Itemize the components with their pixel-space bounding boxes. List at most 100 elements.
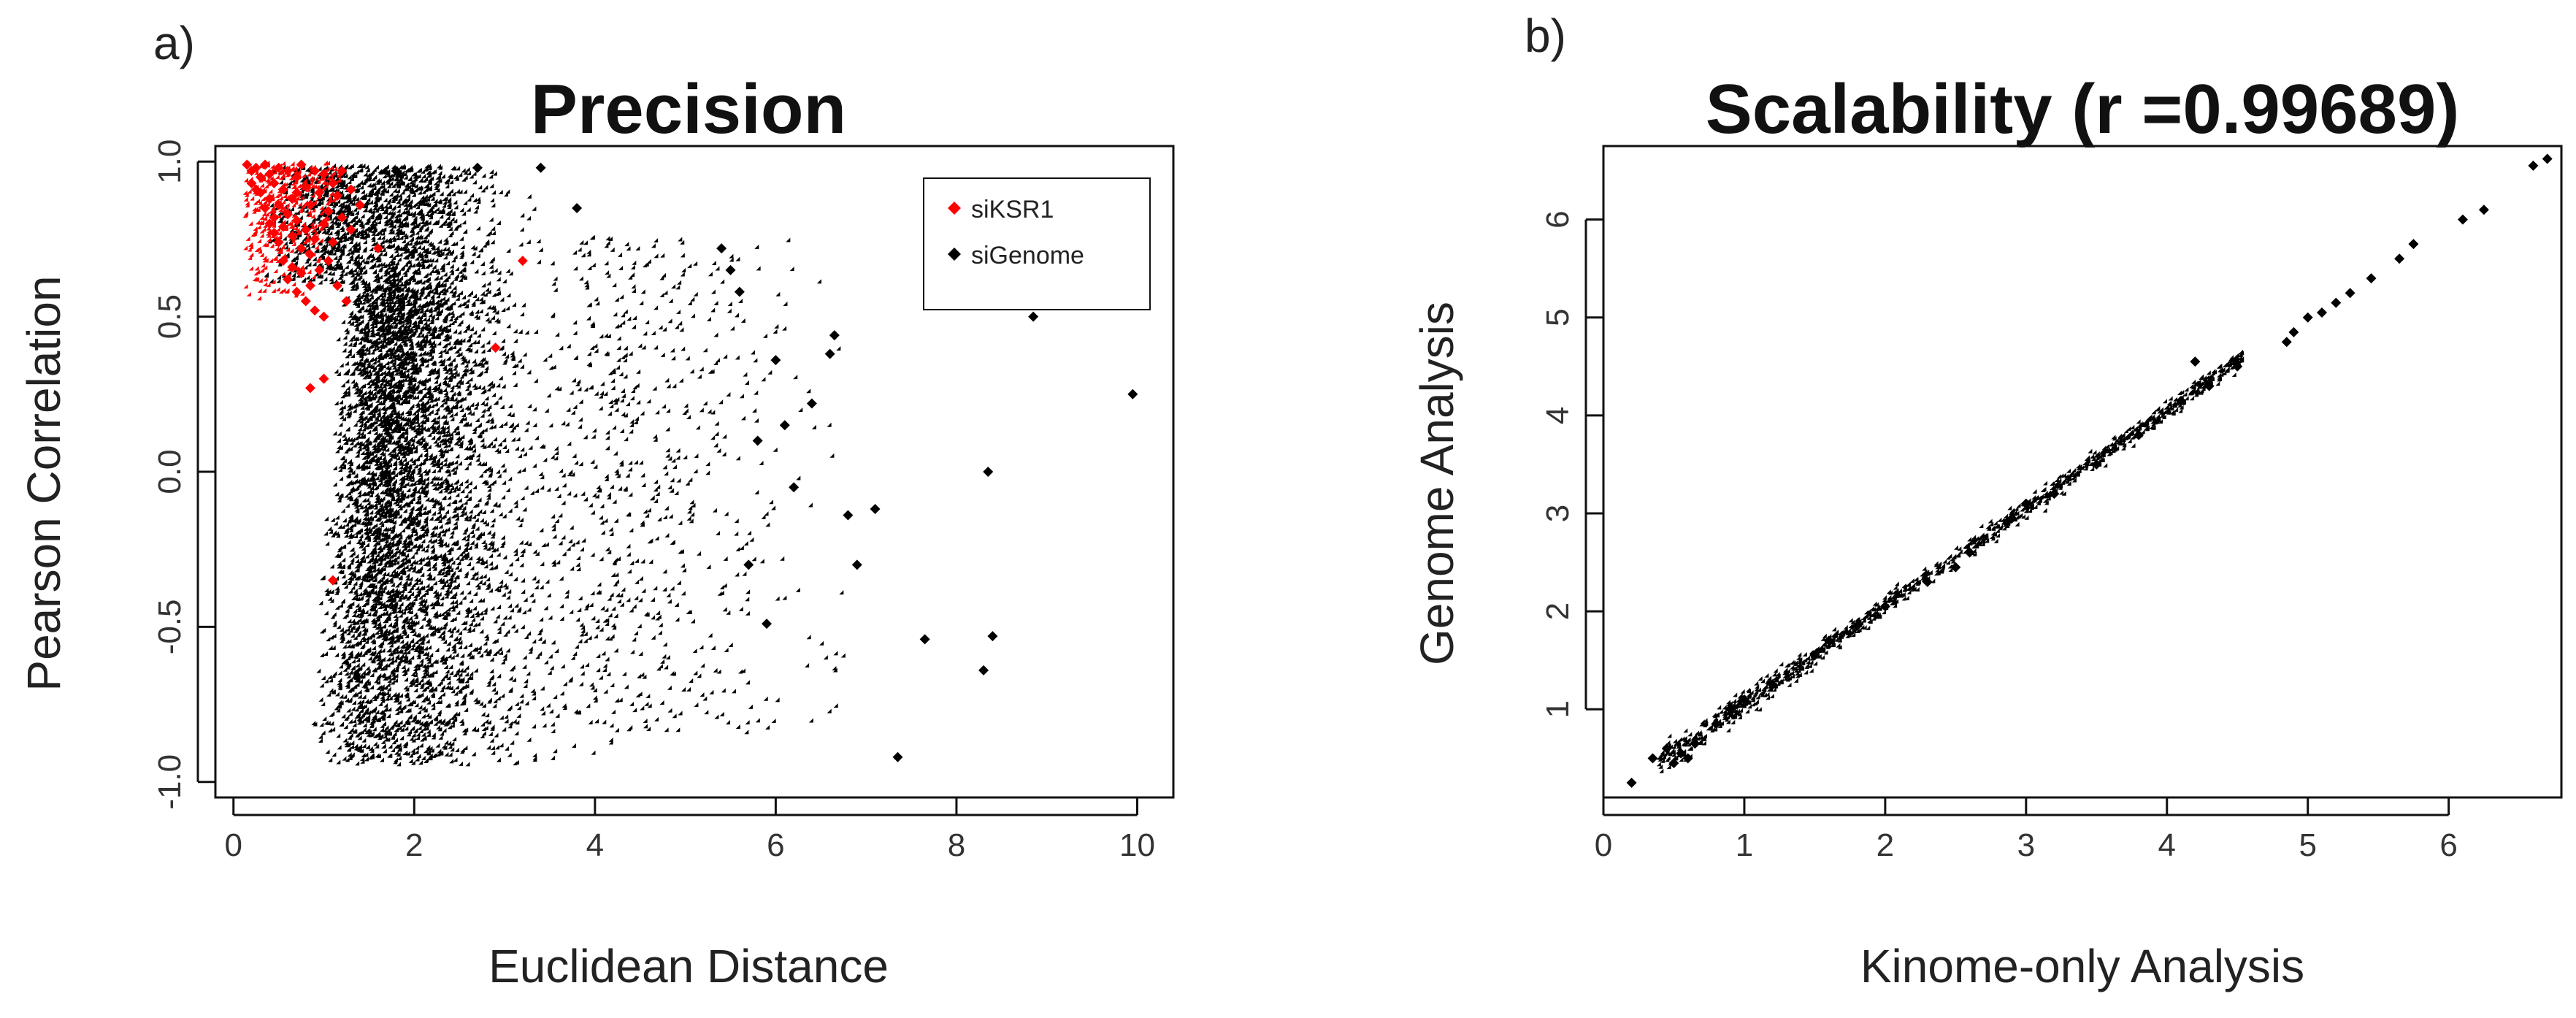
precision-y-tick-label: 1.0 [152,139,188,184]
siKSR1-point [372,243,383,254]
siKSR1-point [242,159,253,170]
feature-point [1676,748,1687,759]
siGenome-point [535,162,546,173]
panel-label-b: b) [1525,9,1566,62]
feature-point [2006,513,2017,524]
siGenome-point [892,751,903,762]
scalability-x-tick-label: 1 [1736,827,1753,863]
chart-title-precision: Precision [531,70,846,148]
y-axis-label-scalability: Genome Analysis [1411,302,1463,665]
siKSR1-point [264,218,275,229]
siKSR1-point [264,194,275,204]
siKSR1-point [269,177,280,188]
siKSR1-point [296,243,307,254]
siGenome-point [851,559,862,570]
precision-y-tick-label: -1.0 [152,754,188,810]
precision-x-tick-label: 8 [948,827,965,863]
points-layer-precision [242,159,1138,767]
siKSR1-point [291,215,302,226]
siKSR1-point [341,296,352,307]
feature-point [1661,743,1672,754]
precision-y-tick-label: -0.5 [152,599,188,654]
feature-point [1711,719,1722,730]
feature-point [1647,753,1658,764]
siGenome-point [1127,389,1138,399]
siGenome-point [983,467,994,477]
feature-point [2345,288,2355,299]
siGenome-point [770,355,781,366]
siGenome-point [716,243,727,254]
feature-point [1725,704,1736,715]
siGenome-point [572,202,583,213]
siKSR1-point [277,256,288,267]
siKSR1-point [323,256,334,267]
scalability-y-tick-label: 6 [1540,210,1576,228]
legend-marker-siKSR1 [948,202,961,215]
siKSR1-point [291,172,302,183]
siKSR1-point [332,280,343,291]
siKSR1-point [291,286,302,297]
scalability-x-tick-label: 4 [2158,827,2176,863]
siGenome-point [743,559,754,570]
siKSR1-point [345,224,356,235]
points-layer-scalability [1626,153,2553,788]
scalability-x-tick-label: 3 [2017,827,2035,863]
siKSR1-point [304,280,315,291]
siKSR1-point [314,264,325,275]
siGenome-point [725,264,736,275]
precision-x-tick-label: 10 [1119,827,1155,863]
siGenome-point [789,482,800,493]
feature-point [1809,650,1820,661]
y-axis-scalability: 1 2 3 4 5 6 [1540,210,1603,719]
feature-point [2302,312,2313,323]
siGenome-point [829,330,840,341]
feature-point [2190,356,2201,367]
siGenome-point [978,665,989,676]
scalability-y-tick-label: 3 [1540,505,1576,522]
precision-x-tick-label: 4 [586,827,604,863]
siKSR1-point [318,169,329,180]
siKSR1-point [332,190,343,201]
feature-point [2288,326,2299,337]
siKSR1-point [517,256,528,267]
siKSR1-point [283,165,294,176]
feature-point [1823,635,1834,646]
feature-point [2176,395,2187,406]
siGenome-point [806,398,817,409]
siGenome-point [824,348,835,359]
scalability-y-tick-label: 2 [1540,602,1576,620]
feature-point [2091,459,2102,470]
siKSR1-point [310,234,321,245]
siKSR1-point [327,237,338,248]
scalability-x-tick-label: 6 [2439,827,2457,863]
precision-x-tick-label: 0 [225,827,242,863]
feature-point [2457,214,2468,225]
x-axis-label-precision: Euclidean Distance [488,940,889,992]
siKSR1-point [304,383,315,394]
scalability-x-tick-label: 2 [1877,827,1894,863]
siKSR1-point [246,177,257,188]
scalability-x-tick-label: 5 [2299,827,2316,863]
siKSR1-point [304,249,315,260]
precision-x-tick-label: 6 [767,827,784,863]
feature-point [1964,547,1975,558]
siKSR1-point [277,184,288,195]
legend-entry-siGenome: siGenome [971,242,1084,269]
feature-point [1690,738,1701,749]
siKSR1-point [283,274,294,285]
feature-point [2281,337,2292,348]
feature-point [1682,753,1693,764]
feature-point [2366,273,2377,284]
siGenome-point [762,619,773,629]
feature-point [2232,361,2243,372]
siKSR1-point [296,268,307,279]
scalability-x-tick-label: 0 [1595,827,1612,863]
feature-point [1668,758,1679,769]
legend-entry-siKSR1: siKSR1 [971,196,1054,223]
siKSR1-point [304,199,315,210]
siGenome-point [391,165,402,176]
feature-point [2331,297,2342,308]
siKSR1-point [269,227,280,238]
